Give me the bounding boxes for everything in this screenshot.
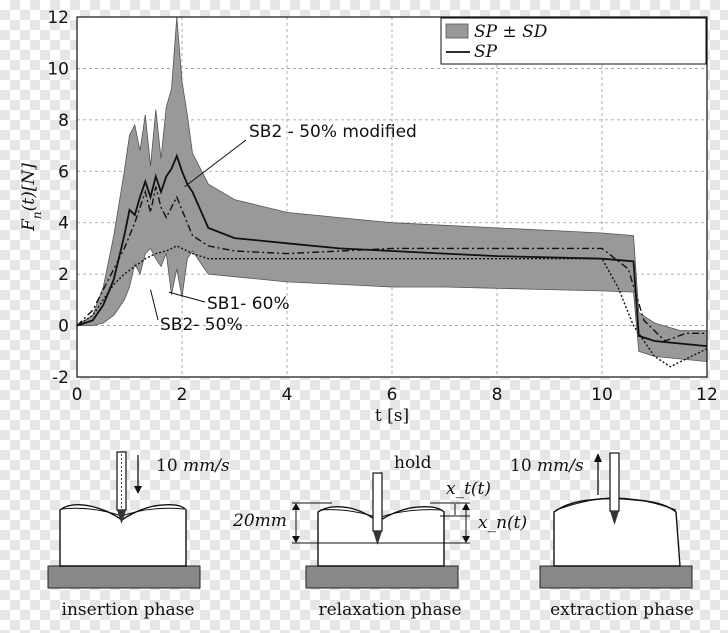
x-tick-label: 10 (591, 385, 613, 405)
insertion-base-plate (47, 565, 201, 589)
legend-line-label: SP (474, 42, 498, 62)
y-tick-label: -2 (52, 368, 69, 388)
x-tick-label: 12 (696, 385, 718, 405)
insertion-diagram: 10 mm/s insertion phase (47, 451, 230, 620)
insertion-phase-label: insertion phase (62, 600, 195, 620)
relaxation-needle (372, 472, 383, 532)
xt-label: x_t(t) (446, 479, 491, 499)
y-tick-label: 4 (58, 214, 69, 234)
series-line-solid (76, 153, 708, 347)
annotation-sb2-modified: SB2 - 50% modified (249, 122, 417, 142)
extraction-phase-label: extraction phase (550, 600, 694, 620)
series-line-dashdot (76, 186, 707, 342)
extraction-base-plate (539, 565, 693, 589)
insertion-needle (116, 451, 127, 511)
extraction-needle (609, 452, 620, 512)
leader-sb2-modified (184, 139, 247, 188)
annotations: SB2 - 50% modified SB1- 60%SB2- 50% (160, 122, 417, 335)
down-arrow-head-icon (134, 486, 142, 494)
annotation-sb1: SB1- 60% (207, 294, 290, 314)
insertion-needle-tip (117, 510, 126, 524)
xn-label: x_n(t) (478, 513, 527, 533)
annotation-leaders (150, 139, 247, 321)
y-tick-label: 10 (47, 59, 69, 79)
height-label: 20mm (232, 511, 287, 531)
y-tick-label: 8 (58, 111, 69, 131)
legend: SP ± SD SP (440, 17, 707, 65)
leader-sb2 (150, 289, 159, 321)
relaxation-phase-label: relaxation phase (318, 600, 461, 620)
extraction-needle-tip (610, 511, 619, 525)
x-tick-label: 2 (177, 385, 188, 405)
relaxation-base-plate (305, 565, 459, 589)
annotation-sb2: SB2- 50% (160, 315, 243, 335)
insertion-speed: 10 mm/s (156, 456, 230, 476)
x-axis-label: t [s] (375, 406, 409, 426)
y-tick-label: 0 (58, 317, 69, 337)
series-lines (76, 153, 708, 368)
phase-diagram: 10 mm/s insertion phase hold 20mm x_t(t)… (47, 451, 694, 620)
x-tick-label: 6 (387, 385, 398, 405)
x-tick-label: 8 (492, 385, 503, 405)
y-axis-label: Fn(t)[N] (19, 163, 44, 232)
y-tick-label: 6 (58, 162, 69, 182)
series-line-dotted (76, 245, 708, 368)
relaxation-needle-tip (373, 531, 382, 545)
up-arrow-head-icon (594, 453, 602, 462)
extraction-speed: 10 mm/s (510, 456, 584, 476)
y-tick-label: 12 (47, 8, 69, 28)
x-tick-label: 4 (282, 385, 293, 405)
plot-frame (76, 16, 708, 378)
leader-sb1 (168, 291, 206, 303)
relaxation-diagram: hold 20mm x_t(t) x_n(t) relaxation phase (232, 453, 527, 620)
hold-label: hold (394, 453, 432, 473)
legend-band-label: SP ± SD (474, 22, 548, 42)
x-tick-label: 0 (72, 385, 83, 405)
y-tick-label: 2 (58, 265, 69, 285)
legend-box (440, 17, 707, 65)
legend-band-swatch (445, 23, 469, 39)
extraction-diagram: 10 mm/s extraction phase (510, 452, 694, 620)
